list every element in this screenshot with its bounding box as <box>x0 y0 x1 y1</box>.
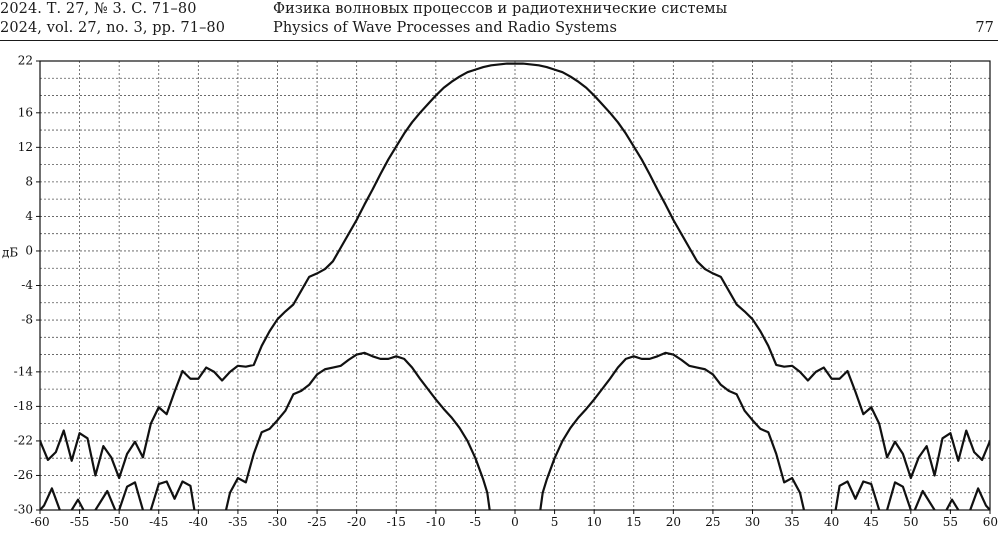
y-tick-label: -14 <box>14 364 34 378</box>
x-tick-label: -25 <box>307 515 326 529</box>
series-line-5 <box>70 498 85 510</box>
x-tick-label: -20 <box>347 515 366 529</box>
y-tick-label: -4 <box>21 278 33 292</box>
x-tick-label: 20 <box>666 515 681 529</box>
x-tick-label: 0 <box>511 515 519 529</box>
x-tick-label: 10 <box>587 515 602 529</box>
x-tick-label: 55 <box>943 515 958 529</box>
x-tick-label: -55 <box>70 515 89 529</box>
y-tick-label: -22 <box>14 433 33 447</box>
series-line-6 <box>94 489 117 510</box>
x-tick-label: -35 <box>228 515 247 529</box>
x-tick-label: 30 <box>745 515 760 529</box>
series-line-7 <box>118 481 145 510</box>
y-tick-labels: 22 16 12 8 4 0 -4 -8 -14 -18 -22 -26 -30 <box>14 54 34 517</box>
header-citation-en: 2024, vol. 27, no. 3, pp. 71–80 <box>0 20 226 36</box>
x-tick-label: 25 <box>705 515 720 529</box>
series-line-1 <box>40 62 990 480</box>
y-tick-label: 16 <box>18 105 33 119</box>
x-tick-label: 15 <box>626 515 641 529</box>
series-line-8 <box>149 480 196 510</box>
journal-title-ru: Физика волновых процессов и радиотехниче… <box>273 1 728 17</box>
x-tick-label: 40 <box>824 515 839 529</box>
x-tick-label: 50 <box>903 515 918 529</box>
x-tick-label: -5 <box>470 515 482 529</box>
y-tick-label: 4 <box>25 209 33 223</box>
x-tick-label: 35 <box>784 515 799 529</box>
y-tick-label: -26 <box>14 468 33 482</box>
y-axis-label: дБ <box>2 246 18 260</box>
x-tick-label: 5 <box>551 515 559 529</box>
x-tick-label: -50 <box>110 515 129 529</box>
header-journal-title: Физика волновых процессов и радиотехниче… <box>273 0 727 38</box>
journal-header: 2024. Т. 27, № 3. С. 71–80 2024, vol. 27… <box>0 0 998 41</box>
y-tick-label: 12 <box>18 140 33 154</box>
y-tick-label: -30 <box>14 503 33 517</box>
x-tick-labels: -60 -55 -50 -45 -40 -35 -30 -25 -20 -15 -10 -5 0 5 10 1… <box>30 515 998 529</box>
series-line-13 <box>969 487 990 510</box>
y-tick-label: 8 <box>25 174 33 188</box>
x-tick-label: -30 <box>268 515 287 529</box>
series-line-11 <box>913 489 936 510</box>
header-citation-ru: 2024. Т. 27, № 3. С. 71–80 <box>0 1 197 17</box>
x-tick-label: 60 <box>983 515 998 529</box>
y-tick-label: 22 <box>18 54 33 68</box>
x-tick-label: -60 <box>30 515 49 529</box>
series-line-9 <box>834 480 881 510</box>
series-line-10 <box>885 481 912 510</box>
page-number: 77 <box>975 20 994 36</box>
series-line-2 <box>224 351 491 510</box>
series-line-4 <box>40 487 61 510</box>
chart-series <box>40 62 990 510</box>
y-tick-label: -8 <box>21 313 33 327</box>
plot-frame <box>39 60 991 511</box>
chart-frame <box>39 60 991 511</box>
x-tick-label: 45 <box>864 515 879 529</box>
x-tick-label: -15 <box>387 515 406 529</box>
journal-title-en: Physics of Wave Processes and Radio Syst… <box>273 20 618 36</box>
y-tick-label: -18 <box>14 399 33 413</box>
series-line-12 <box>945 498 960 510</box>
header-citation: 2024. Т. 27, № 3. С. 71–80 2024, vol. 27… <box>0 0 225 38</box>
chart-grid <box>36 60 991 514</box>
x-tick-label: -40 <box>189 515 208 529</box>
x-tick-label: -10 <box>426 515 445 529</box>
series-line-3 <box>539 351 806 510</box>
x-tick-label: -45 <box>149 515 168 529</box>
y-tick-label: 0 <box>25 243 33 257</box>
